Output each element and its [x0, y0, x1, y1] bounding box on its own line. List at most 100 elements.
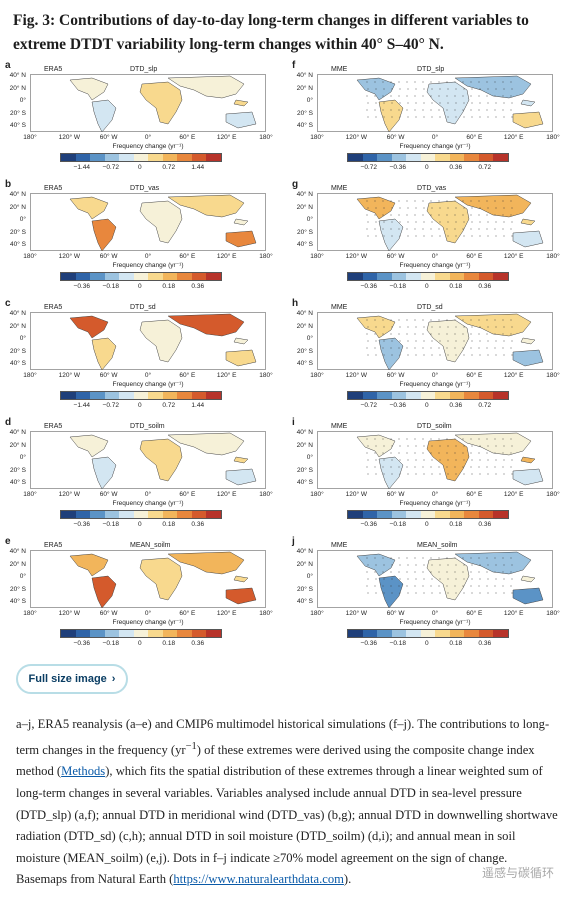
agreement-dot [486, 571, 488, 573]
panel-letter: h [292, 298, 299, 309]
agreement-dot [479, 354, 481, 356]
colorbar-swatch [104, 392, 119, 399]
agreement-dot [382, 109, 384, 111]
agreement-dot [447, 354, 449, 356]
agreement-dot [494, 109, 496, 111]
map-panel-e: e ERA5 MEAN_soilm 40° N 20° N 0° 20° S 40° S 180… [0, 534, 273, 652]
agreement-dot [479, 578, 481, 580]
agreement-dot [375, 354, 377, 356]
lat-label: 0° [306, 335, 313, 342]
agreement-dot [478, 571, 480, 573]
panel-source: ERA5 [44, 542, 63, 549]
frequency-axis-label: Frequency change (yr⁻¹) [399, 381, 471, 388]
agreement-dot [462, 347, 464, 349]
lat-label: 40° N [296, 191, 313, 198]
agreement-dot [430, 81, 432, 83]
agreement-dot [374, 95, 376, 97]
continent-shape [454, 551, 532, 575]
agreement-dot [383, 221, 385, 223]
agreement-dot [391, 445, 393, 447]
agreement-dot [503, 445, 505, 447]
lon-label: 60° E [466, 610, 483, 617]
agreement-dot [503, 354, 505, 356]
map-plot [317, 193, 553, 251]
agreement-dot [479, 102, 481, 104]
agreement-dot [438, 214, 440, 216]
agreement-dot [430, 200, 432, 202]
colorbar-swatch [406, 273, 421, 280]
continent-shape [233, 218, 249, 226]
lat-label: 20° S [10, 466, 26, 474]
colorbar-swatch [206, 154, 221, 161]
agreement-dot [423, 207, 425, 209]
agreement-dot [486, 438, 488, 440]
lon-label: 60° E [179, 253, 196, 260]
full-size-image-button[interactable]: Full size image › [16, 664, 128, 694]
agreement-dot [470, 466, 472, 468]
lon-label: 180° [23, 610, 37, 617]
agreement-dot [375, 445, 377, 447]
agreement-dot [495, 578, 497, 580]
agreement-dot [502, 571, 504, 573]
colorbar-swatch [348, 511, 363, 518]
agreement-dot [462, 557, 464, 559]
colorbar-swatch [435, 511, 450, 518]
colorbar-tick: 0.72 [478, 402, 492, 409]
agreement-dot [422, 452, 424, 454]
agreement-dot [502, 333, 504, 335]
lon-label: 180° [259, 610, 273, 617]
colorbar-swatch [449, 392, 464, 399]
agreement-dot [438, 95, 440, 97]
colorbar [347, 153, 509, 162]
agreement-dot [478, 228, 480, 230]
agreement-dot [494, 333, 496, 335]
agreement-dot [471, 578, 473, 580]
lon-label: 120° E [503, 372, 524, 379]
colorbar-swatch [177, 630, 192, 637]
colorbar-swatch [377, 511, 392, 518]
colorbar-swatch [148, 154, 163, 161]
agreement-dot [494, 228, 496, 230]
agreement-dot [494, 200, 496, 202]
agreement-dot [366, 214, 368, 216]
agreement-dot [463, 473, 465, 475]
agreement-dot [398, 95, 400, 97]
colorbar-swatch [406, 154, 421, 161]
lon-label: 180° [23, 491, 37, 498]
agreement-dot [454, 214, 456, 216]
colorbar-tick: 0.36 [191, 283, 205, 290]
agreement-dot [431, 235, 433, 237]
agreement-dot [471, 445, 473, 447]
agreement-dot [479, 116, 481, 118]
agreement-dot [446, 585, 448, 587]
agreement-dot [398, 557, 400, 559]
agreement-dot [494, 438, 496, 440]
frequency-axis-label: Frequency change (yr⁻¹) [399, 262, 471, 269]
agreement-dot [367, 445, 369, 447]
lat-label: 40° N [9, 548, 26, 555]
agreement-dot [495, 102, 497, 104]
lon-label: 120° W [345, 253, 368, 260]
agreement-dot [431, 207, 433, 209]
panel-variable: DTD_sd [417, 304, 443, 311]
agreement-dot [447, 473, 449, 475]
agreement-dot [479, 207, 481, 209]
agreement-dot [390, 452, 392, 454]
natural-earth-link[interactable]: https://www.naturalearthdata.com [173, 872, 344, 887]
agreement-dot [391, 473, 393, 475]
agreement-dot [471, 326, 473, 328]
agreement-dot [431, 459, 433, 461]
colorbar-swatch [362, 273, 377, 280]
panel-letter: e [5, 536, 11, 547]
figure[interactable]: a ERA5 DTD_slp 40° N 20° N 0° 20° S 40° S 180° 12… [0, 58, 574, 658]
colorbar-tick: 0.36 [449, 164, 463, 171]
methods-link[interactable]: Methods [61, 764, 106, 779]
lat-label: 40° S [297, 241, 313, 248]
agreement-dot [422, 557, 424, 559]
agreement-dot [486, 228, 488, 230]
agreement-dot [462, 319, 464, 321]
agreement-dot [494, 81, 496, 83]
agreement-dot [382, 319, 384, 321]
agreement-dot [470, 452, 472, 454]
agreement-dot [495, 235, 497, 237]
